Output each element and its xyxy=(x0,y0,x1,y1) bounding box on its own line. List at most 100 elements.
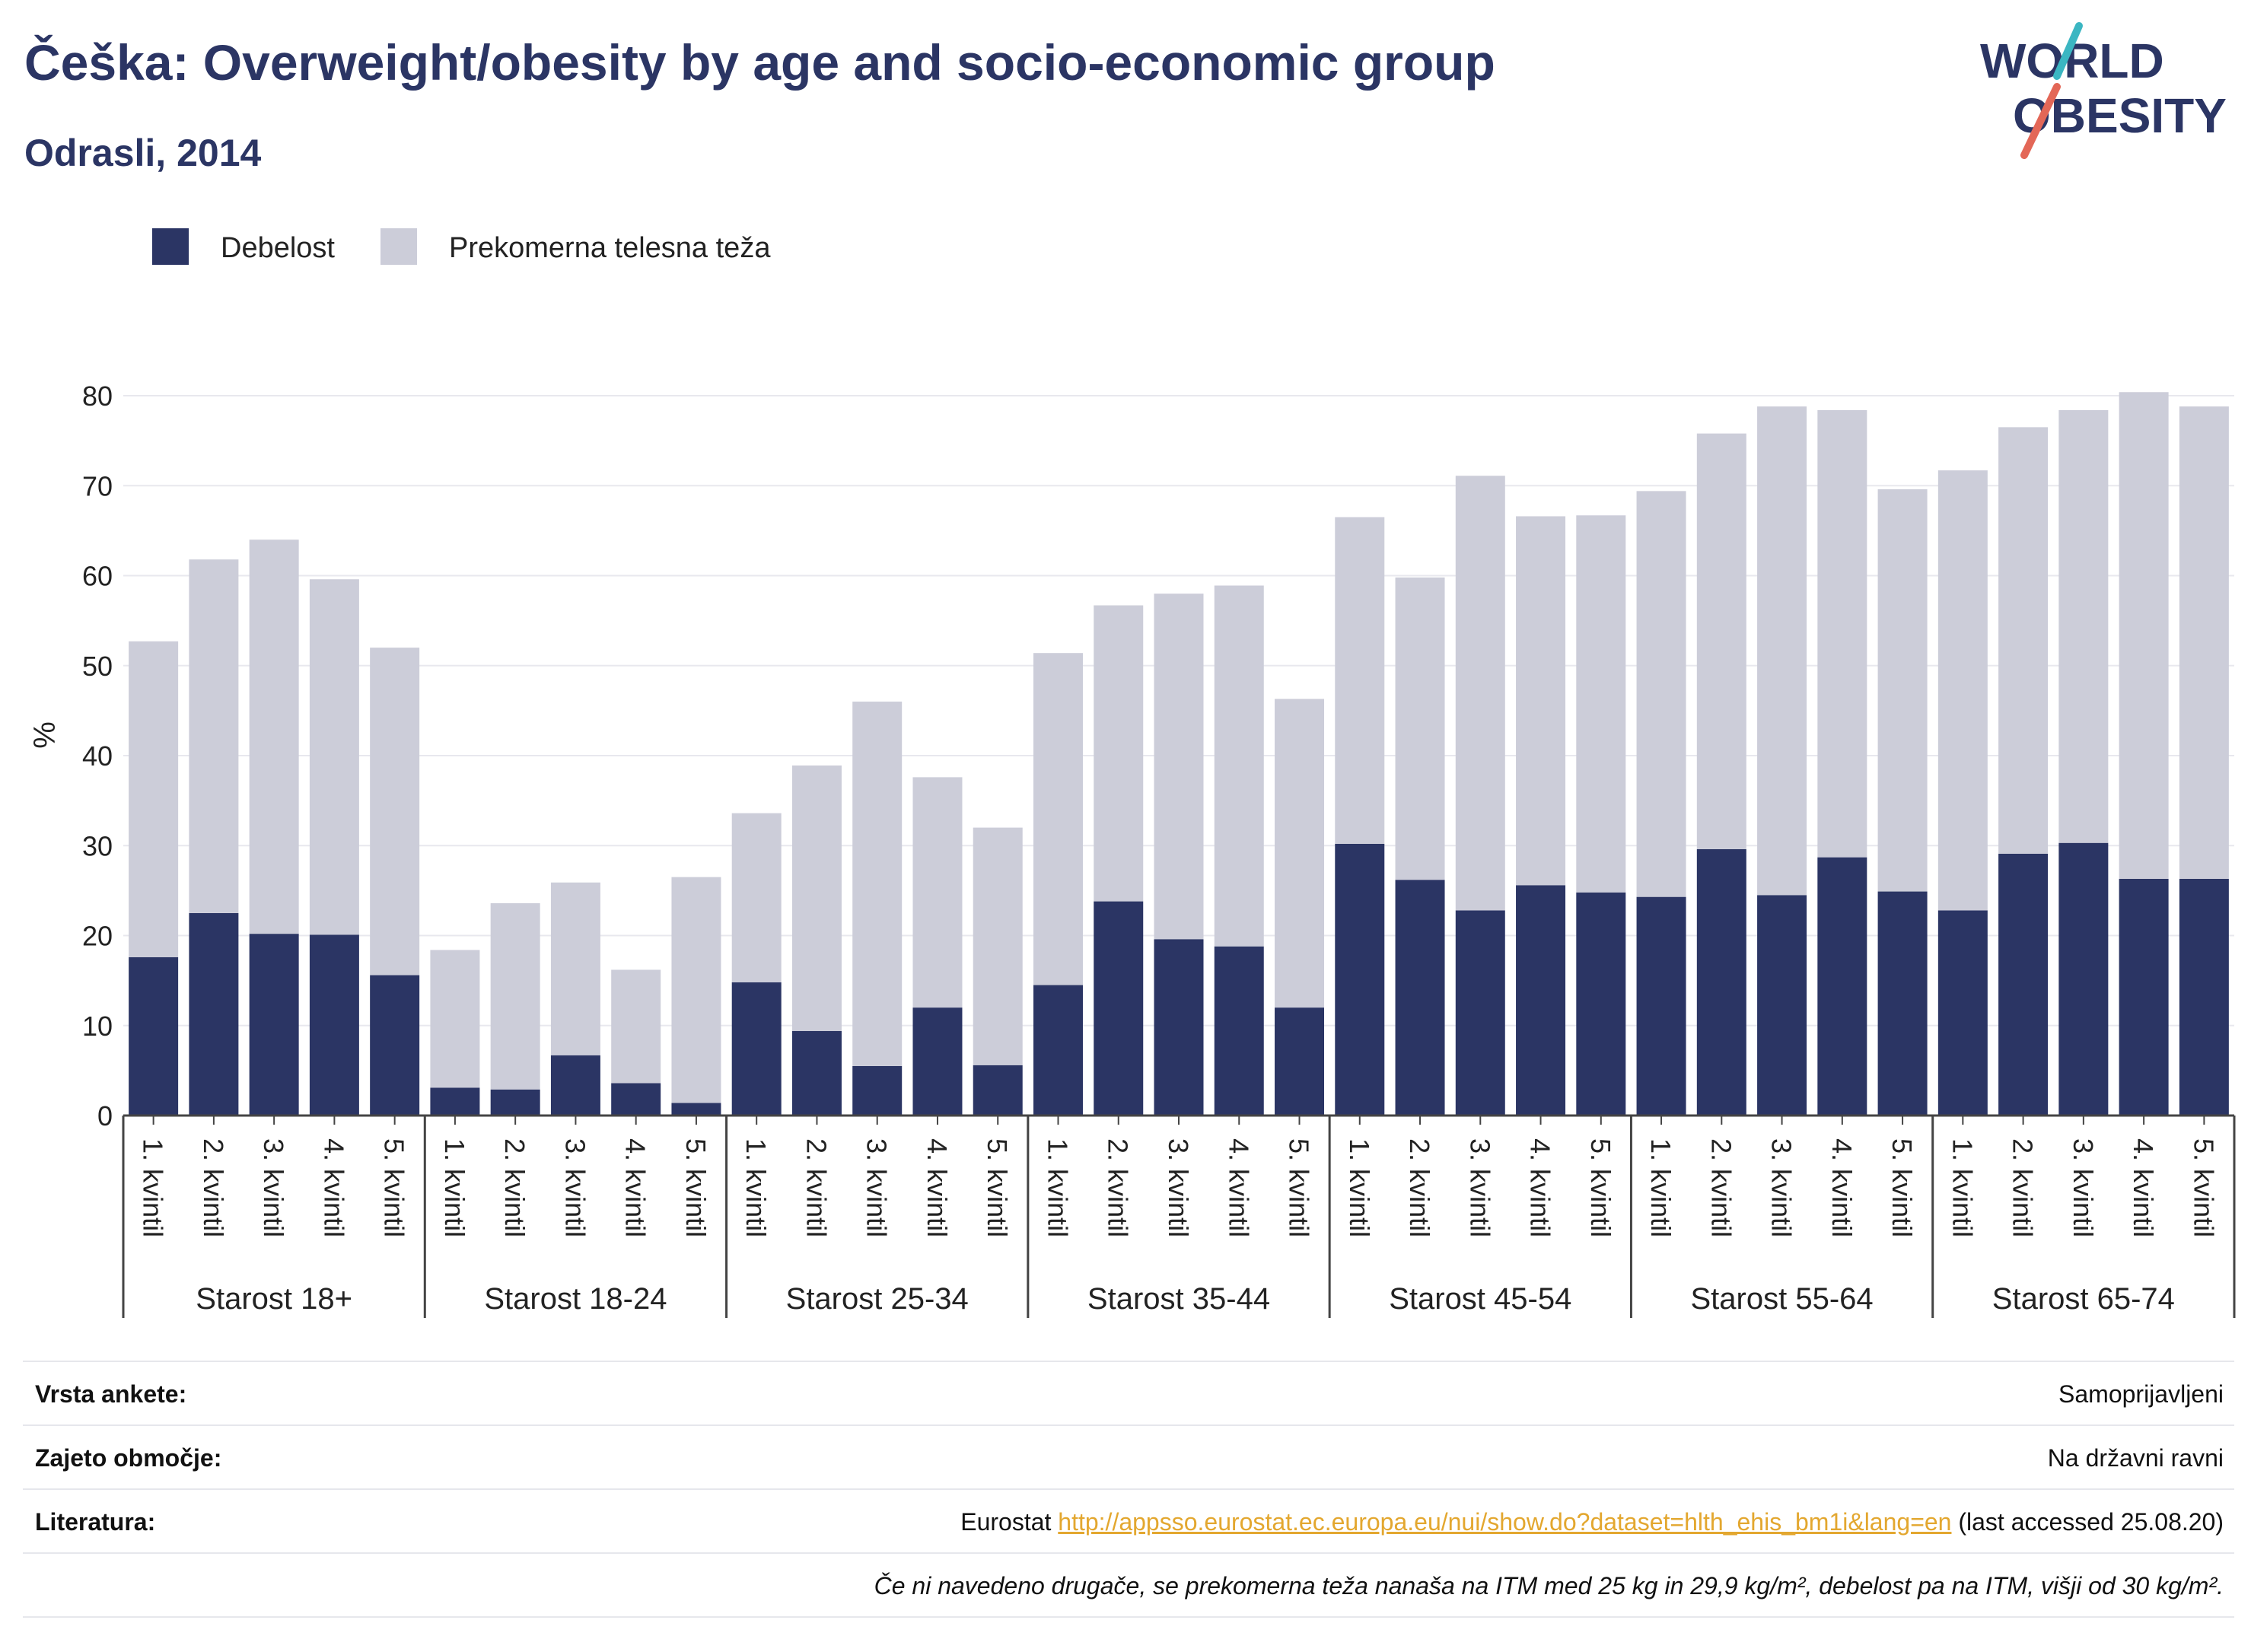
bar-obesity xyxy=(1275,1007,1325,1116)
definition-note: Če ni navedeno drugače, se prekomerna te… xyxy=(874,1572,2224,1599)
bar-overweight xyxy=(2119,392,2169,880)
bar-obesity xyxy=(490,1089,540,1116)
literature-suffix: (last accessed 25.08.20) xyxy=(1951,1508,2224,1536)
info-label: Vrsta ankete: xyxy=(35,1380,187,1408)
bar-obesity xyxy=(2119,879,2169,1116)
bar-obesity xyxy=(1757,895,1807,1116)
bar-overweight xyxy=(1455,476,1505,911)
bar-obesity xyxy=(731,982,782,1116)
x-tick-label: 4. kvintil xyxy=(922,1138,953,1237)
bar-overweight xyxy=(1094,605,1144,902)
bar-overweight xyxy=(1033,653,1083,985)
axes: 0 10 20 30 40 50 60 70 80 1. kvintil 2. kvintil 3. … xyxy=(82,380,2236,1318)
bar-overweight xyxy=(490,902,540,1090)
x-tick-label: 3. kvintil xyxy=(1766,1138,1797,1237)
bar-overweight xyxy=(1154,594,1204,940)
y-tick-label: 40 xyxy=(82,740,113,772)
x-tick-label: 5. kvintil xyxy=(1585,1138,1616,1237)
x-tick-label: 2. kvintil xyxy=(2007,1138,2039,1237)
x-tick-label: 1. kvintil xyxy=(1344,1138,1375,1237)
y-tick-label: 50 xyxy=(82,651,113,682)
bar-obesity xyxy=(1937,910,1988,1116)
info-value: Eurostat http://appsso.eurostat.ec.europ… xyxy=(960,1508,2224,1536)
bar-obesity xyxy=(1516,885,1566,1116)
x-tick-label: 4. kvintil xyxy=(620,1138,651,1237)
bar-overweight xyxy=(1757,406,1807,896)
x-tick-label: 2. kvintil xyxy=(1103,1138,1134,1237)
bar-overweight xyxy=(1636,491,1686,897)
info-row-note: Če ni navedeno drugače, se prekomerna te… xyxy=(23,1552,2234,1618)
bar-overweight xyxy=(1516,516,1566,886)
bar-overweight xyxy=(1214,585,1264,947)
bar-overweight xyxy=(1395,577,1445,880)
legend: Debelost Prekomerna telesna teža xyxy=(152,228,771,265)
bars xyxy=(129,392,2229,1116)
bar-overweight xyxy=(1696,433,1746,849)
bar-overweight xyxy=(550,882,600,1055)
bar-overweight xyxy=(973,827,1023,1065)
bar-obesity xyxy=(1877,891,1928,1116)
logo-slash-teal xyxy=(2053,22,2083,80)
x-tick-label: 4. kvintil xyxy=(1223,1138,1254,1237)
bar-obesity xyxy=(1455,910,1505,1116)
bar-overweight xyxy=(2179,406,2229,880)
group-label: Starost 55-64 xyxy=(1691,1282,1874,1316)
page-subtitle: Odrasli, 2014 xyxy=(24,132,262,174)
bar-overweight xyxy=(791,766,842,1031)
bar-overweight xyxy=(430,950,480,1088)
info-table: Vrsta ankete: Samoprijavljeni Zajeto obm… xyxy=(23,1361,2234,1618)
x-tick-label: 3. kvintil xyxy=(1163,1138,1194,1237)
x-tick-label: 5. kvintil xyxy=(2188,1138,2219,1237)
bar-obesity xyxy=(1817,857,1867,1116)
info-value: Na državni ravni xyxy=(2047,1444,2224,1472)
x-tick-label: 5. kvintil xyxy=(379,1138,410,1237)
bar-obesity xyxy=(1335,843,1385,1116)
group-label: Starost 45-54 xyxy=(1389,1282,1571,1316)
bar-overweight xyxy=(309,579,359,935)
bar-overweight xyxy=(1275,699,1325,1008)
bar-overweight xyxy=(731,813,782,982)
bar-overweight xyxy=(912,777,963,1008)
group-label: Starost 18+ xyxy=(196,1282,352,1316)
bar-overweight xyxy=(2058,409,2109,843)
logo-slash-red xyxy=(2020,83,2061,159)
bar-overweight xyxy=(1937,470,1988,911)
group-label: Starost 35-44 xyxy=(1087,1282,1270,1316)
bar-obesity xyxy=(129,957,179,1116)
legend-label-obesity: Debelost xyxy=(221,232,335,264)
x-tick-label: 3. kvintil xyxy=(861,1138,893,1237)
x-tick-label: 3. kvintil xyxy=(1464,1138,1495,1237)
x-tick-label: 4. kvintil xyxy=(2128,1138,2159,1237)
literature-prefix: Eurostat xyxy=(960,1508,1059,1536)
y-tick-label: 60 xyxy=(82,561,113,592)
bar-overweight xyxy=(189,559,239,913)
page-title: Češka: Overweight/obesity by age and soc… xyxy=(24,34,1495,91)
bar-obesity xyxy=(1636,896,1686,1116)
info-row-literature: Literatura: Eurostat http://appsso.euros… xyxy=(23,1488,2234,1552)
x-tick-label: 1. kvintil xyxy=(439,1138,470,1237)
bar-obesity xyxy=(370,975,420,1116)
literature-link[interactable]: http://appsso.eurostat.ec.europa.eu/nui/… xyxy=(1058,1508,1952,1536)
legend-swatch-obesity xyxy=(152,228,189,265)
x-tick-label: 3. kvintil xyxy=(559,1138,591,1237)
y-axis-label: % xyxy=(28,721,62,749)
bar-overweight xyxy=(1576,515,1626,893)
info-value: Samoprijavljeni xyxy=(2058,1380,2224,1408)
y-tick-label: 20 xyxy=(82,921,113,952)
x-tick-label: 2. kvintil xyxy=(1404,1138,1435,1237)
x-tick-label: 5. kvintil xyxy=(982,1138,1013,1237)
bar-overweight xyxy=(129,641,179,957)
x-tick-label: 1. kvintil xyxy=(1947,1138,1978,1237)
x-tick-label: 1. kvintil xyxy=(1042,1138,1073,1237)
bar-overweight xyxy=(1998,427,2049,854)
bar-obesity xyxy=(852,1065,903,1116)
bar-overweight xyxy=(852,702,903,1066)
group-label: Starost 18-24 xyxy=(484,1282,667,1316)
y-tick-label: 70 xyxy=(82,470,113,501)
x-tick-label: 1. kvintil xyxy=(1645,1138,1676,1237)
bar-overweight xyxy=(249,540,299,934)
y-tick-label: 10 xyxy=(82,1011,113,1042)
info-row-survey-type: Vrsta ankete: Samoprijavljeni xyxy=(23,1361,2234,1424)
info-row-coverage: Zajeto območje: Na državni ravni xyxy=(23,1424,2234,1488)
world-obesity-logo: WORLD OBESITY xyxy=(1980,22,2227,159)
